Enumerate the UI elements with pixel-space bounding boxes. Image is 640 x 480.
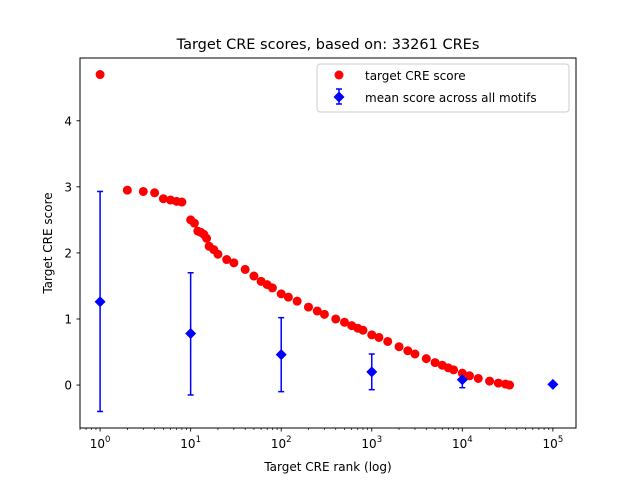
score-point [340,317,350,327]
score-point [189,218,199,228]
score-point [457,368,467,378]
score-point [283,292,293,302]
x-tick-label: 101 [180,435,201,451]
mean-point [94,296,106,308]
mean-point [366,366,378,378]
score-point [213,249,223,259]
x-tick-label: 103 [361,435,382,451]
score-point [367,330,377,340]
legend-label-mean: mean score across all motifs [365,91,537,105]
score-point [177,197,187,207]
chart-title: Target CRE scores, based on: 33261 CREs [176,37,480,53]
score-point [150,188,160,198]
mean-point [547,378,559,390]
score-point [449,365,459,375]
score-point [505,380,515,390]
score-point [331,314,341,324]
score-point [421,354,431,364]
score-point [122,185,132,195]
y-tick-label: 0 [64,379,72,393]
mean-point [456,374,468,386]
score-point [464,371,474,381]
mean-point [275,349,287,361]
legend-box [316,63,570,113]
mean-points [94,296,559,390]
score-point [403,346,413,356]
y-axis-label: Target CRE score [41,192,55,294]
plot-area [94,70,559,413]
x-tick-label: 105 [543,435,564,451]
score-point [473,373,483,383]
y-tick-label: 3 [64,180,72,194]
score-points [95,70,515,390]
y-tick-label: 2 [64,246,72,260]
score-point [276,289,286,299]
x-axis-label: Target CRE rank (log) [263,460,391,474]
score-point [222,255,232,265]
score-point [383,336,393,346]
score-point [312,306,322,316]
score-point [303,302,313,312]
legend-marker-mean [333,91,345,103]
legend-label-score: target CRE score [365,69,466,83]
x-axis: 100 101 102 103 104 105 [79,428,564,451]
score-point [240,264,250,274]
x-tick-label: 104 [452,435,473,451]
score-point [485,376,495,386]
score-point [292,296,302,306]
x-tick-label: 100 [90,435,111,451]
score-point [158,194,168,204]
score-point [267,283,277,293]
score-point [394,342,404,352]
y-tick-label: 4 [64,114,72,128]
score-point [95,70,105,80]
plot-frame [79,57,577,429]
mean-point [185,328,197,340]
score-point [430,358,440,368]
score-point [319,309,329,319]
score-point [202,233,212,243]
legend: target CRE score mean score across all m… [316,63,570,113]
score-point [229,258,239,268]
score-point [138,186,148,196]
legend-marker-score [334,70,344,80]
score-point [410,349,420,359]
score-point [358,325,368,335]
y-axis: 0 1 2 3 4 [64,114,80,393]
x-tick-label: 102 [271,435,292,451]
score-point [493,378,503,388]
y-tick-label: 1 [64,312,72,326]
score-point [374,332,384,342]
score-point [249,271,259,281]
